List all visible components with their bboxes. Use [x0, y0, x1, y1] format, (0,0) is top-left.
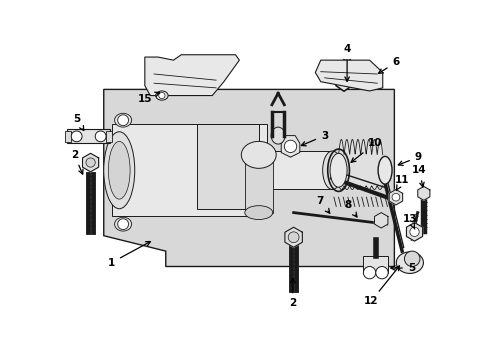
- Text: 3: 3: [301, 131, 327, 146]
- Text: 7: 7: [316, 196, 329, 213]
- Ellipse shape: [114, 217, 131, 231]
- Ellipse shape: [244, 206, 272, 220]
- Text: 11: 11: [394, 175, 408, 190]
- Circle shape: [363, 266, 375, 279]
- Circle shape: [95, 131, 106, 142]
- Polygon shape: [417, 186, 429, 200]
- Polygon shape: [406, 222, 422, 241]
- Text: 5: 5: [73, 114, 83, 130]
- Polygon shape: [388, 189, 402, 205]
- Circle shape: [71, 131, 82, 142]
- Bar: [262, 151, 332, 189]
- Ellipse shape: [155, 91, 168, 100]
- Text: 1: 1: [108, 242, 150, 267]
- Text: 4: 4: [343, 44, 350, 81]
- Text: 15: 15: [137, 92, 159, 104]
- Bar: [244, 151, 272, 213]
- Ellipse shape: [108, 141, 130, 199]
- Ellipse shape: [270, 127, 285, 144]
- Circle shape: [375, 266, 387, 279]
- Ellipse shape: [329, 153, 346, 187]
- Circle shape: [159, 93, 164, 99]
- Circle shape: [287, 232, 299, 243]
- Circle shape: [118, 219, 128, 230]
- Circle shape: [284, 140, 296, 153]
- Polygon shape: [336, 60, 355, 91]
- Ellipse shape: [377, 156, 391, 184]
- Circle shape: [409, 227, 418, 237]
- Text: 5: 5: [390, 263, 414, 273]
- Text: 2: 2: [288, 278, 296, 309]
- Text: 9: 9: [397, 152, 421, 165]
- Ellipse shape: [103, 132, 135, 209]
- Circle shape: [86, 158, 95, 167]
- Ellipse shape: [322, 151, 342, 189]
- Polygon shape: [82, 153, 99, 172]
- Bar: [106, 131, 112, 142]
- Bar: [65, 131, 71, 142]
- Polygon shape: [144, 55, 239, 95]
- Text: 10: 10: [350, 138, 382, 162]
- Ellipse shape: [241, 141, 276, 168]
- Text: 13: 13: [402, 214, 416, 229]
- Circle shape: [391, 193, 399, 201]
- Polygon shape: [374, 213, 387, 228]
- Text: 8: 8: [344, 200, 356, 217]
- Ellipse shape: [395, 252, 423, 274]
- Polygon shape: [281, 136, 299, 157]
- Polygon shape: [315, 60, 382, 91]
- Text: 12: 12: [363, 266, 399, 306]
- Ellipse shape: [114, 113, 131, 127]
- Text: 2: 2: [71, 150, 83, 174]
- Bar: [67, 130, 110, 143]
- Circle shape: [118, 115, 128, 126]
- Polygon shape: [103, 89, 393, 266]
- Polygon shape: [285, 227, 302, 247]
- Bar: [363, 256, 387, 273]
- Text: 6: 6: [378, 58, 399, 73]
- Bar: [196, 124, 258, 209]
- Bar: [111, 124, 266, 216]
- Text: 14: 14: [411, 165, 426, 187]
- Circle shape: [404, 251, 419, 266]
